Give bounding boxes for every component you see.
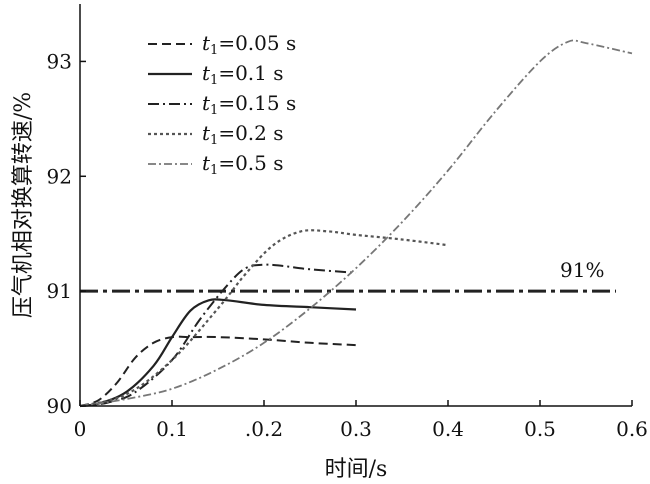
legend-label-5: t1=0.5 s [202,151,284,178]
x-tick-label: 0.4 [432,417,464,441]
series-line-5 [79,39,633,407]
series-line-4 [79,229,449,408]
x-tick-label: 0.5 [524,417,556,441]
legend-label-2: t1=0.1 s [202,61,284,88]
axes [79,4,632,407]
x-tick-label: 0.6 [616,417,648,441]
legend: t1=0.05 s t1=0.1 s t1=0.15 s t1=0.2 s t1=0.5… [148,31,296,178]
y-tick-label: 93 [47,49,72,73]
x-tick-label: 0.3 [340,417,372,441]
series-line-3 [79,263,357,407]
x-axis-title: 时间/s [325,457,388,482]
legend-label-3: t1=0.15 s [202,91,296,118]
x-tick-label: 0.1 [156,417,188,441]
legend-label-4: t1=0.2 s [202,121,284,148]
series-layer [79,39,633,408]
x-tick-label: 0 [74,417,87,441]
y-tick-label: 91 [47,279,72,303]
y-tick-label: 90 [47,394,72,418]
x-tick-label: .0.2 [245,417,283,441]
ticks: 0 0.1 .0.2 0.3 0.4 0.5 0.6 90 91 92 93 [47,49,648,441]
y-tick-label: 92 [47,164,72,188]
legend-label-1: t1=0.05 s [202,31,296,58]
y-axis-title: 压气机相对换算转速/% [11,92,36,318]
reference-line-label: 91% [560,258,604,282]
series-line-2 [79,298,357,408]
